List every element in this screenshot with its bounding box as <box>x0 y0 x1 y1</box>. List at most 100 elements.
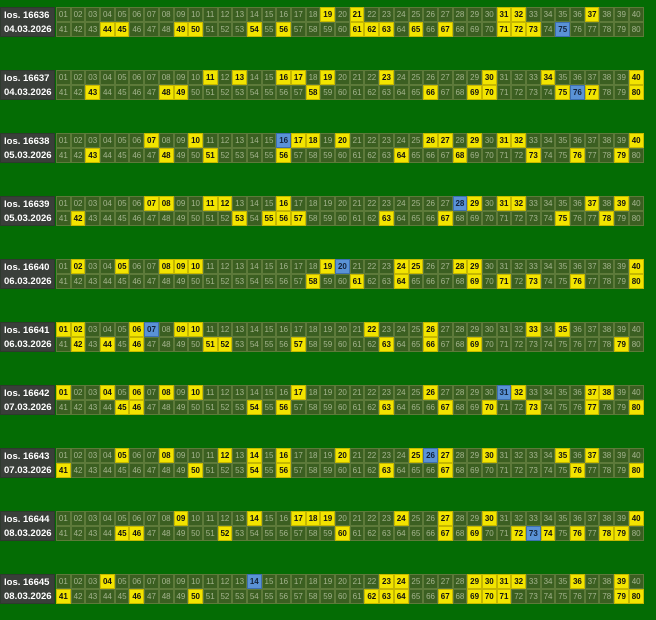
number-cell: 11 <box>202 259 218 274</box>
number-cell: 47 <box>144 85 159 100</box>
number-cell: 47 <box>144 463 159 478</box>
number-cell: 24 <box>393 259 409 274</box>
number-cell: 34 <box>540 574 556 589</box>
number-cell: 78 <box>599 463 615 478</box>
number-cell: 17 <box>291 385 306 400</box>
number-cell: 05 <box>114 511 130 526</box>
number-cell: 04 <box>100 133 115 148</box>
number-cell: 06 <box>129 7 145 22</box>
number-cell: 23 <box>379 133 394 148</box>
draw-label: los. 16639 05.03.2026 <box>0 196 55 226</box>
number-cell: 07 <box>144 322 159 337</box>
number-cell: 24 <box>393 385 409 400</box>
number-cell: 79 <box>614 274 629 289</box>
number-cell: 37 <box>584 574 600 589</box>
number-cell: 45 <box>114 526 130 541</box>
number-cell: 49 <box>173 589 189 604</box>
number-cell: 57 <box>291 526 306 541</box>
number-cell: 03 <box>85 385 101 400</box>
number-cell: 14 <box>246 133 262 148</box>
number-cell: 43 <box>85 400 101 415</box>
number-cell: 74 <box>540 589 556 604</box>
number-cell: 55 <box>261 148 277 163</box>
number-cell: 39 <box>614 385 629 400</box>
number-cell: 75 <box>555 589 571 604</box>
number-cell: 39 <box>614 574 629 589</box>
number-cell: 47 <box>144 211 159 226</box>
number-cell: 10 <box>188 448 203 463</box>
number-cell: 07 <box>144 70 159 85</box>
number-cell: 48 <box>158 589 174 604</box>
number-cell: 30 <box>481 511 497 526</box>
number-cell: 57 <box>291 400 306 415</box>
number-cell: 36 <box>570 259 585 274</box>
number-cell: 07 <box>144 385 159 400</box>
number-cell: 47 <box>144 22 159 37</box>
number-cell: 05 <box>114 196 130 211</box>
number-cell: 79 <box>614 589 629 604</box>
draw-number: los. 16639 <box>4 199 50 210</box>
number-cell: 78 <box>599 148 615 163</box>
number-cell: 71 <box>496 148 512 163</box>
number-cell: 61 <box>349 337 365 352</box>
number-cell: 52 <box>217 400 233 415</box>
number-cell: 75 <box>555 463 571 478</box>
number-cell: 22 <box>364 511 380 526</box>
number-cell: 24 <box>393 133 409 148</box>
number-cell: 21 <box>349 70 365 85</box>
number-cell: 06 <box>129 196 145 211</box>
number-cell: 75 <box>555 337 571 352</box>
number-cell: 36 <box>570 574 585 589</box>
number-cell: 58 <box>305 211 321 226</box>
number-cell: 16 <box>276 385 291 400</box>
number-cell: 37 <box>584 511 600 526</box>
number-cell: 05 <box>114 259 130 274</box>
number-cell: 80 <box>628 589 644 604</box>
number-cell: 21 <box>349 196 365 211</box>
number-cell: 12 <box>217 7 233 22</box>
number-cell: 76 <box>570 400 585 415</box>
number-cell: 14 <box>246 511 262 526</box>
number-cell: 27 <box>437 259 453 274</box>
number-cell: 60 <box>335 148 350 163</box>
number-cell: 49 <box>173 337 189 352</box>
number-cell: 31 <box>496 322 512 337</box>
number-cell: 18 <box>305 511 321 526</box>
number-cell: 33 <box>526 133 541 148</box>
number-cell: 39 <box>614 511 629 526</box>
number-cell: 01 <box>56 448 71 463</box>
number-cell: 15 <box>261 574 277 589</box>
number-cell: 26 <box>423 322 438 337</box>
number-cell: 63 <box>379 85 394 100</box>
number-cell: 64 <box>393 463 409 478</box>
number-cell: 22 <box>364 7 380 22</box>
number-cell: 68 <box>452 400 468 415</box>
number-cell: 67 <box>437 400 453 415</box>
number-cell: 31 <box>496 574 512 589</box>
number-cell: 15 <box>261 133 277 148</box>
number-cell: 30 <box>481 322 497 337</box>
number-cell: 40 <box>628 196 644 211</box>
number-cell: 51 <box>202 211 218 226</box>
number-cell: 21 <box>349 448 365 463</box>
number-cell: 59 <box>320 22 336 37</box>
number-cell: 50 <box>188 463 203 478</box>
number-cell: 36 <box>570 385 585 400</box>
number-cell: 78 <box>599 400 615 415</box>
number-cell: 44 <box>100 589 115 604</box>
number-cell: 52 <box>217 85 233 100</box>
number-cell: 35 <box>555 133 571 148</box>
number-cell: 65 <box>408 400 424 415</box>
number-cell: 17 <box>291 196 306 211</box>
number-cell: 48 <box>158 85 174 100</box>
number-cell: 04 <box>100 448 115 463</box>
number-grid: 01 02 03 04 05 06 07 08 09 10 11 12 13 14 15 16 17 18 19 20… <box>56 574 645 604</box>
number-cell: 25 <box>408 448 424 463</box>
number-cell: 54 <box>246 526 262 541</box>
number-cell: 31 <box>496 196 512 211</box>
draw-label: los. 16641 06.03.2026 <box>0 322 55 352</box>
number-cell: 44 <box>100 526 115 541</box>
number-cell: 18 <box>305 133 321 148</box>
number-cell: 32 <box>511 511 526 526</box>
number-cell: 46 <box>129 526 145 541</box>
